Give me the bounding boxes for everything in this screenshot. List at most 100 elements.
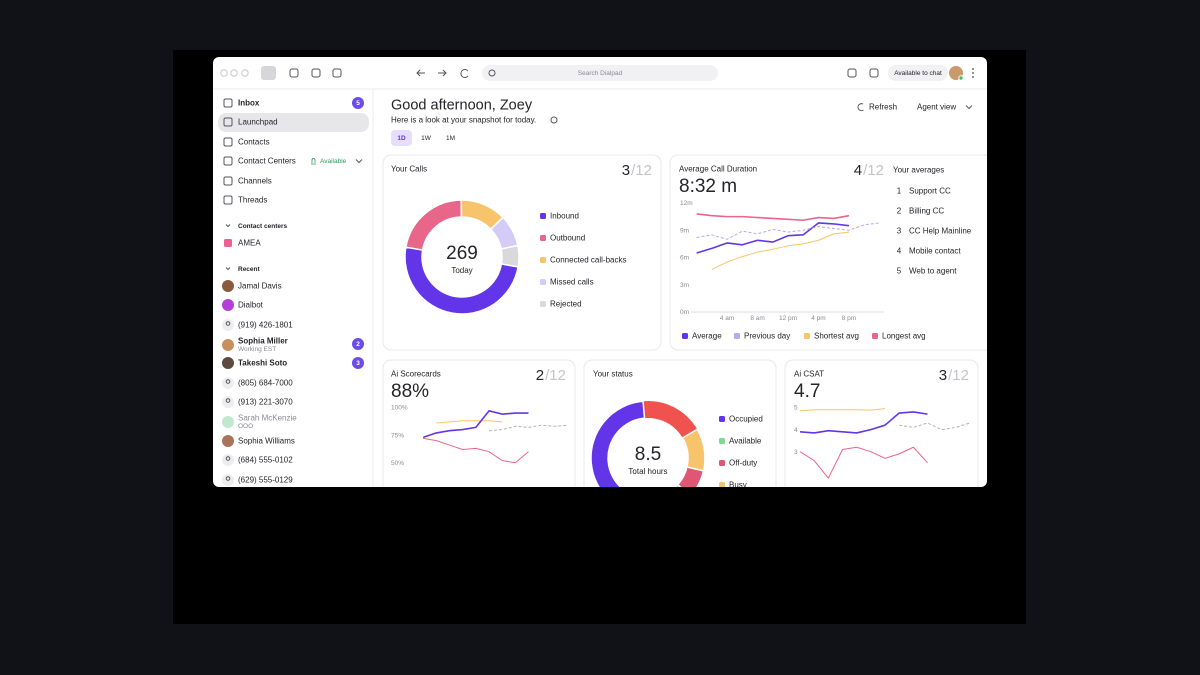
- calendar-icon[interactable]: [869, 68, 879, 78]
- recent-item[interactable]: Sophia Williams: [238, 437, 295, 446]
- recent-sub: Working EST: [238, 346, 276, 353]
- nav-active: [218, 113, 369, 132]
- legend-swatch: [804, 333, 810, 339]
- nav-icon: [223, 98, 233, 108]
- settings-icon[interactable]: [847, 68, 857, 78]
- legend-label: Outbound: [550, 234, 585, 243]
- recent-item[interactable]: (805) 684-7000: [238, 379, 293, 388]
- x-tick-label: 8 am: [750, 315, 764, 322]
- donut-center-label: Total hours: [628, 467, 667, 476]
- range-button[interactable]: 1M: [446, 135, 455, 142]
- recent-sub: OOO: [238, 423, 253, 430]
- reload-icon[interactable]: [460, 69, 469, 78]
- legend-swatch: [540, 279, 546, 285]
- nav-item[interactable]: Channels: [238, 177, 272, 186]
- center-item[interactable]: AMEA: [238, 239, 261, 248]
- recent-item[interactable]: (919) 426-1801: [238, 321, 293, 330]
- bell-icon: [311, 158, 316, 165]
- y-tick-label: 6m: [680, 255, 689, 262]
- card-title: Your Calls: [391, 165, 427, 174]
- window-control: [241, 69, 249, 77]
- legend-label: Missed calls: [550, 278, 594, 287]
- average-name: Billing CC: [909, 207, 944, 216]
- status-pill[interactable]: [888, 65, 948, 81]
- video-icon[interactable]: [332, 68, 342, 78]
- legend-label: Average: [692, 332, 722, 341]
- legend-label: Connected call-backs: [550, 256, 626, 265]
- phone-icon[interactable]: [289, 68, 299, 78]
- legend-label: Shortest avg: [814, 332, 859, 341]
- refresh-icon[interactable]: [857, 103, 864, 112]
- range-button[interactable]: 1W: [421, 135, 432, 142]
- legend-label: Busy: [729, 481, 747, 490]
- app-logo[interactable]: [261, 66, 276, 80]
- nav-item[interactable]: Inbox: [238, 99, 260, 108]
- section-chevron: [225, 224, 231, 228]
- range-active[interactable]: [391, 130, 412, 146]
- recent-item[interactable]: (913) 221-3070: [238, 398, 293, 407]
- range-button[interactable]: 1D: [397, 135, 406, 142]
- nav-icon: [223, 117, 233, 127]
- series-line: [696, 213, 850, 222]
- recent-item[interactable]: Dialbot: [238, 301, 264, 310]
- series-line: [488, 424, 569, 432]
- series-line: [799, 408, 886, 412]
- forward-icon[interactable]: [438, 69, 447, 77]
- center-swatch: [224, 239, 232, 247]
- search-placeholder[interactable]: Search Dialpad: [578, 70, 623, 77]
- counter-value: 3: [939, 367, 947, 384]
- donut-center-label: Today: [451, 266, 472, 275]
- average-name: Support CC: [909, 187, 951, 196]
- legend-swatch: [540, 213, 546, 219]
- nav-item[interactable]: Contacts: [238, 138, 270, 147]
- recent-badge: [352, 338, 364, 350]
- series-line: [423, 437, 529, 464]
- y-tick-label: 50%: [391, 460, 404, 467]
- counter-value: 4: [854, 162, 862, 179]
- recent-item[interactable]: Sarah McKenzie: [238, 414, 297, 423]
- view-chevron[interactable]: [965, 105, 973, 110]
- recent-item[interactable]: Jamal Davis: [238, 282, 282, 291]
- search-icon: [488, 69, 496, 77]
- contact-avatar: [222, 435, 234, 447]
- recent-badge-text: 3: [356, 360, 360, 367]
- card-value: 88%: [391, 381, 429, 402]
- series-line: [696, 222, 880, 240]
- average-name: Web to agent: [909, 267, 957, 276]
- card-value: 8:32 m: [679, 176, 737, 197]
- x-tick-label: 8 pm: [842, 315, 856, 322]
- status-text[interactable]: Available to chat: [894, 70, 942, 77]
- view-select[interactable]: Agent view: [917, 103, 956, 112]
- nav-item[interactable]: Launchpad: [238, 118, 278, 127]
- x-tick-label: 4 am: [720, 315, 734, 322]
- legend-swatch: [719, 460, 725, 466]
- card: [382, 359, 576, 487]
- nav-icon: [223, 137, 233, 147]
- chat-icon[interactable]: [311, 68, 321, 78]
- donut-segment: [500, 244, 520, 268]
- recent-item[interactable]: (684) 555-0102: [238, 456, 293, 465]
- counter-value: 2: [536, 367, 544, 384]
- y-tick-label: 9m: [680, 227, 689, 234]
- nav-icon: [223, 176, 233, 186]
- card-title: Ai CSAT: [794, 370, 824, 379]
- recent-item[interactable]: Sophia Miller: [238, 337, 288, 346]
- nav-item[interactable]: Contact Centers: [238, 157, 296, 166]
- recent-item[interactable]: Takeshi Soto: [238, 359, 287, 368]
- back-icon[interactable]: [416, 69, 425, 77]
- window-control: [220, 69, 228, 77]
- x-tick-label: 4 pm: [811, 315, 825, 322]
- refresh-button[interactable]: Refresh: [869, 103, 897, 112]
- nav-chevron[interactable]: [355, 159, 363, 164]
- section-title: Contact centers: [238, 223, 288, 230]
- nav-badge: [352, 97, 364, 109]
- card-title: Your status: [593, 370, 633, 379]
- search-bar[interactable]: [482, 65, 718, 81]
- y-tick-label: 0m: [680, 309, 689, 316]
- nav-item[interactable]: Threads: [238, 196, 267, 205]
- recent-item[interactable]: (629) 555-0129: [238, 476, 293, 485]
- greeting: Good afternoon, Zoey: [391, 97, 533, 113]
